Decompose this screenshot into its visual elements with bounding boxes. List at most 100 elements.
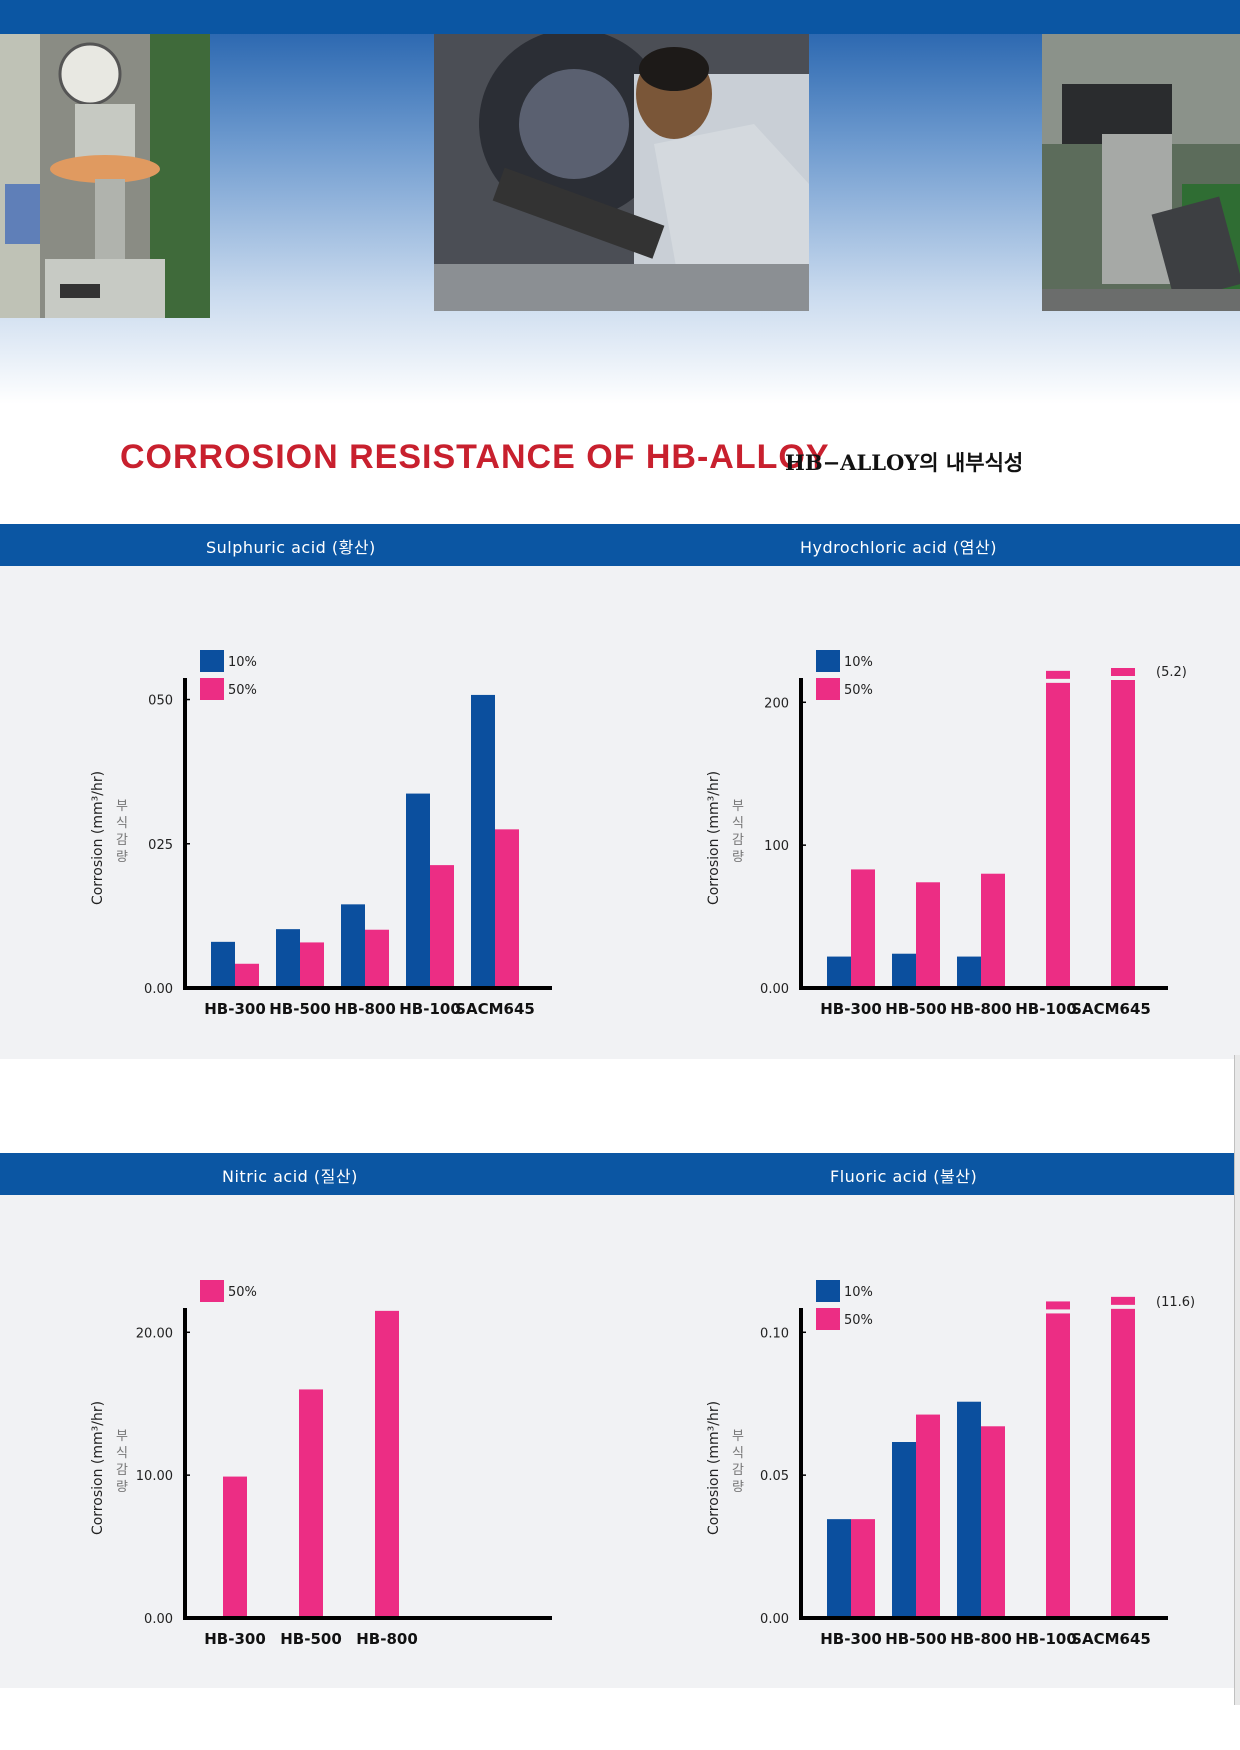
y-axis-label-korean-char: 감 [732, 1463, 744, 1478]
technician-inspection-photo [434, 34, 809, 311]
y-axis-label: Corrosion (mm³/hr) [706, 771, 722, 905]
bar-hb-800-10pct [341, 904, 365, 986]
bar-hb-300-50pct [223, 1476, 247, 1616]
y-axis-label-korean-char: 감 [116, 833, 128, 848]
nitric-section-title: Nitric acid (질산) [222, 1167, 358, 1186]
page-edge [1234, 1055, 1240, 1705]
page-title-korean: HB−ALLOY의 내부식성 [785, 450, 1024, 475]
bar-hb-500-50pct [916, 1414, 940, 1616]
nitric-acid-chart: Corrosion (mm³/hr) 부 식 감 량 0.00 10.00 20.00 HB-3… [60, 1260, 580, 1660]
x-tick-label: HB-800 [334, 1000, 396, 1018]
x-tick-label: HB-300 [204, 1000, 266, 1018]
bar-hb-300-10pct [827, 956, 851, 986]
y-tick-label: 0.05 [760, 1469, 789, 1484]
bar-hb-500-50pct [916, 882, 940, 986]
bar-hb-800-50pct [981, 1426, 1005, 1616]
bar-annotation: (11.6) [1156, 1295, 1195, 1310]
y-axis-label-korean-char: 부 [116, 799, 128, 814]
x-tick-label: HB-800 [356, 1630, 418, 1648]
y-axis-label-korean-char: 량 [732, 1480, 744, 1495]
x-tick-label: HB-100 [1015, 1000, 1077, 1018]
y-axis-label-korean-char: 량 [116, 850, 128, 865]
page-title: CORROSION RESISTANCE OF HB-ALLOY [120, 438, 830, 476]
legend-swatch-50pct [200, 678, 224, 700]
bar-hb-100-50pct [1046, 670, 1070, 986]
bar-sacm645-50pct [1111, 668, 1135, 986]
chart-band-bottom [0, 1153, 1240, 1688]
x-tick-label: HB-800 [950, 1000, 1012, 1018]
legend-swatch-50pct [816, 678, 840, 700]
y-tick-label: 0.00 [144, 1612, 173, 1627]
y-tick-label: 100 [764, 839, 789, 854]
legend-label: 50% [228, 1285, 257, 1300]
x-tick-label: HB-500 [269, 1000, 331, 1018]
bar-hb-300-50pct [851, 1519, 875, 1616]
y-axis-label-korean-char: 감 [732, 833, 744, 848]
bar-hb-300-10pct [211, 941, 235, 986]
x-tick-label: HB-800 [950, 1630, 1012, 1648]
bar-hb-500-50pct [299, 1389, 323, 1616]
x-tick-label: HB-300 [204, 1630, 266, 1648]
axis-break-mark [1110, 1304, 1136, 1309]
y-tick-label: 0.10 [760, 1326, 789, 1341]
y-axis-label-korean-char: 식 [732, 1446, 744, 1461]
bar-hb-100-50pct [1046, 1301, 1070, 1616]
microscope-photo [1042, 34, 1240, 311]
bar-sacm645-50pct [1111, 1296, 1135, 1616]
legend-swatch-50pct [200, 1280, 224, 1302]
y-tick-label: 050 [148, 694, 173, 709]
chart-band-top [0, 524, 1240, 1059]
x-tick-label: HB-500 [885, 1000, 947, 1018]
y-tick-label: 20.00 [136, 1326, 173, 1341]
y-tick-label: 0.00 [760, 1612, 789, 1627]
y-axis-label-korean-char: 식 [732, 816, 744, 831]
hardness-tester-photo [0, 34, 210, 318]
legend-swatch-10pct [816, 650, 840, 672]
y-axis-label-korean-char: 식 [116, 1446, 128, 1461]
x-tick-label: HB-100 [399, 1000, 461, 1018]
bar-hb-300-50pct [235, 963, 259, 986]
y-tick-label: 0.00 [760, 982, 789, 997]
y-tick-label: 0.00 [144, 982, 173, 997]
y-axis-label-korean-char: 부 [116, 1429, 128, 1444]
bar-hb-800-50pct [365, 929, 389, 986]
x-tick-label: HB-100 [1015, 1630, 1077, 1648]
bar-hb-800-10pct [957, 956, 981, 986]
sulphuric-section-title: Sulphuric acid (황산) [206, 538, 376, 557]
y-axis-label: Corrosion (mm³/hr) [706, 1401, 722, 1535]
sulphuric-acid-chart: Corrosion (mm³/hr) 부 식 감 량 0.00 025 050 HB-300 HB… [60, 630, 580, 1030]
y-axis-label: Corrosion (mm³/hr) [90, 1401, 106, 1535]
chart-band-bottom-header [0, 1153, 1240, 1195]
y-axis-label-korean-char: 감 [116, 1463, 128, 1478]
bar-hb-500-10pct [892, 953, 916, 986]
bar-hb-100-50pct [430, 865, 454, 986]
y-axis-label-korean-char: 량 [116, 1480, 128, 1495]
x-tick-label: HB-300 [820, 1630, 882, 1648]
hydrochloric-section-title: Hydrochloric acid (염산) [800, 538, 997, 557]
legend-label: 50% [228, 683, 257, 698]
x-tick-label: SACM645 [1071, 1630, 1151, 1648]
y-axis-label-korean-char: 식 [116, 816, 128, 831]
y-axis-label-korean-char: 부 [732, 799, 744, 814]
legend-label: 50% [844, 1313, 873, 1328]
fluoric-section-title: Fluoric acid (불산) [830, 1167, 978, 1186]
y-tick-label: 025 [148, 838, 173, 853]
legend-label: 10% [844, 655, 873, 670]
bar-annotation: (5.2) [1156, 665, 1187, 680]
x-tick-label: HB-500 [885, 1630, 947, 1648]
bar-hb-800-50pct [981, 873, 1005, 986]
axis-break-mark [1045, 1309, 1071, 1314]
bar-sacm645-10pct [471, 694, 495, 986]
bar-hb-500-10pct [276, 929, 300, 986]
legend-label: 10% [844, 1285, 873, 1300]
x-tick-label: HB-500 [280, 1630, 342, 1648]
fluoric-acid-chart: Corrosion (mm³/hr) 부 식 감 량 0.00 0.05 0.10 HB-300… [676, 1260, 1196, 1660]
bar-hb-500-10pct [892, 1442, 916, 1616]
y-axis-label-korean-char: 량 [732, 850, 744, 865]
legend-swatch-10pct [816, 1280, 840, 1302]
legend-label: 50% [844, 683, 873, 698]
